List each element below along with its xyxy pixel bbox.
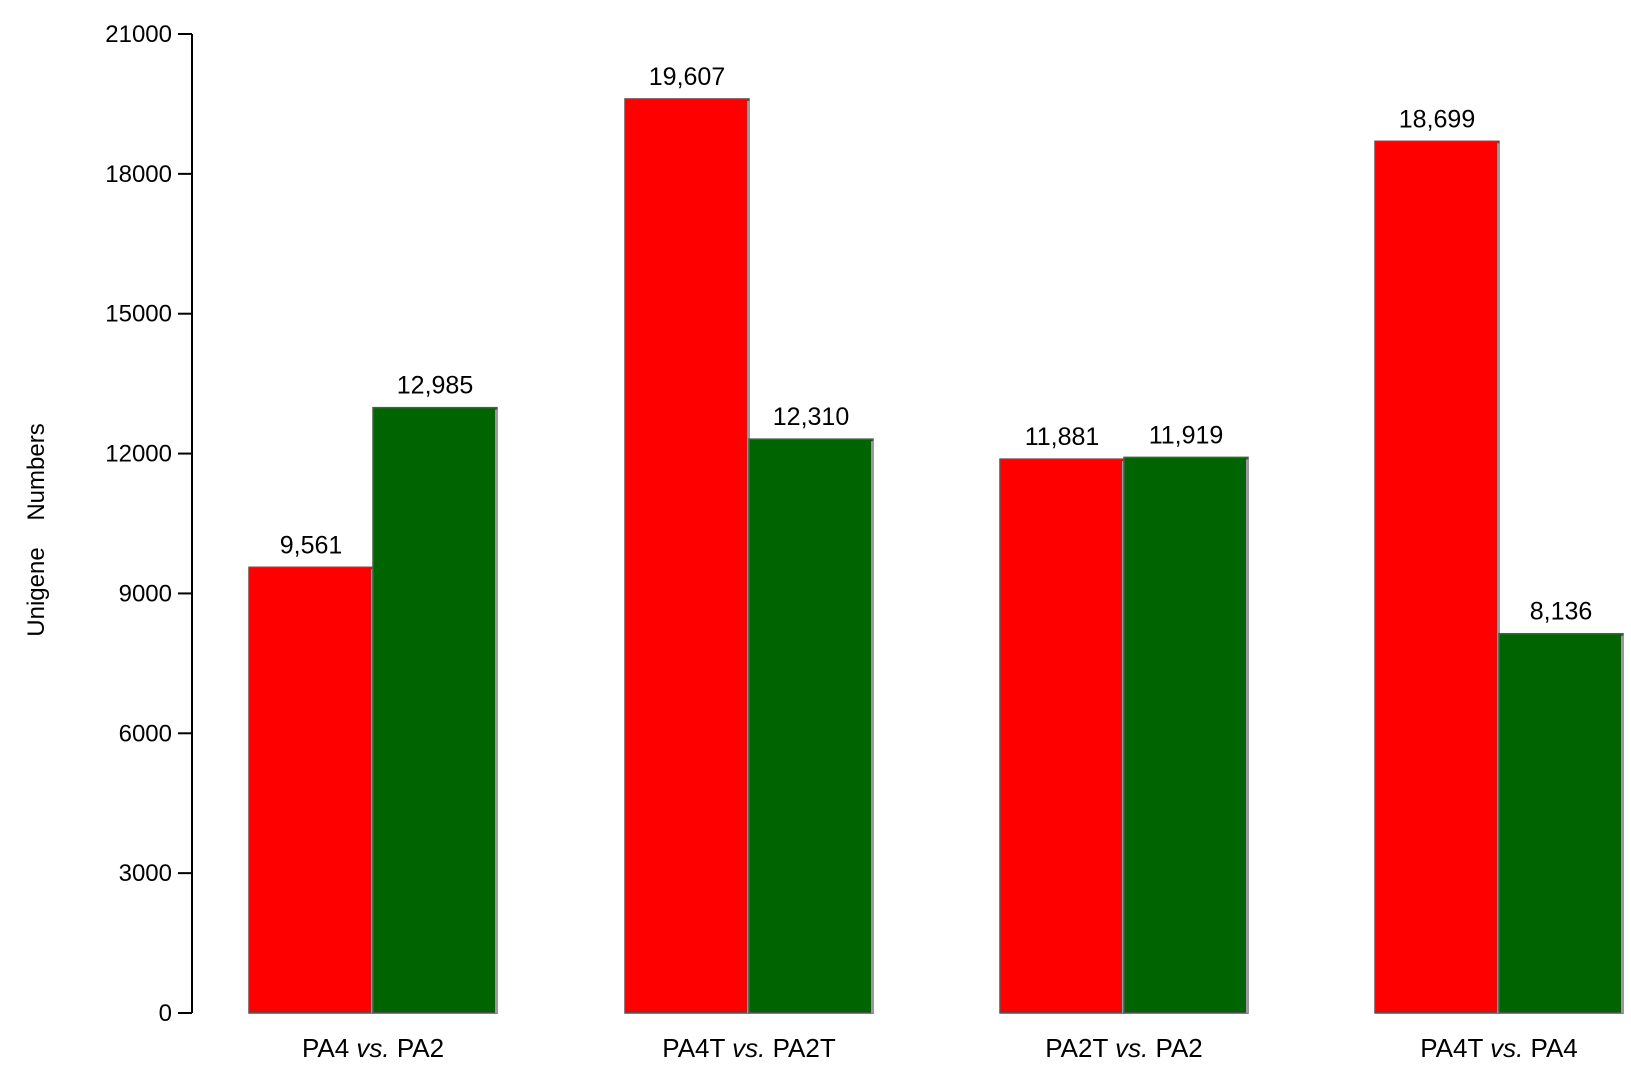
bar-shadow: [495, 409, 498, 1013]
y-axis-title: Unigene Numbers: [23, 423, 50, 636]
data-label: 18,699: [1399, 105, 1475, 133]
y-tick-label: 9000: [119, 580, 172, 607]
bar-shadow: [1621, 635, 1624, 1013]
data-label: 11,881: [1025, 423, 1100, 451]
category-label-part: PA2: [390, 1033, 444, 1063]
y-tick-label: 12000: [105, 441, 172, 468]
data-label: 11,919: [1149, 421, 1224, 449]
y-tick-label: 18000: [105, 161, 172, 188]
y-axis: 0 3000 6000 9000 12000 15000 18000 21000: [105, 21, 193, 1027]
data-label: 12,310: [773, 403, 849, 431]
y-tick-label: 0: [159, 1000, 172, 1027]
category-label-part: PA4: [1523, 1033, 1577, 1063]
bar-shadow: [871, 441, 874, 1014]
category-label-part: PA4: [302, 1033, 356, 1063]
data-label: 8,136: [1530, 598, 1593, 626]
category-label-part: PA2T: [765, 1033, 835, 1063]
category-label-vs: vs.: [1490, 1033, 1523, 1063]
bar: [248, 566, 374, 1014]
bar-shadow: [1497, 143, 1500, 1013]
category-label-part: PA2T: [1045, 1033, 1115, 1063]
category-label: PA4T vs. PA4: [1420, 1033, 1578, 1063]
bar: [1498, 632, 1624, 1014]
y-tick-label: 6000: [119, 720, 172, 747]
bars: [248, 98, 1624, 1014]
category-label-vs: vs.: [356, 1033, 389, 1063]
data-label: 12,985: [397, 372, 473, 400]
bar: [748, 438, 874, 1014]
y-tick-label: 21000: [105, 21, 172, 48]
bar: [1123, 456, 1249, 1014]
bar: [372, 406, 498, 1014]
category-label-vs: vs.: [1115, 1033, 1148, 1063]
category-labels: PA4 vs. PA2 PA4T vs. PA2T PA2T vs. PA2 PA4T…: [302, 1033, 1578, 1063]
bar-shadow: [1246, 459, 1249, 1014]
y-tick-label: 3000: [119, 860, 172, 887]
category-label: PA2T vs. PA2: [1045, 1033, 1203, 1063]
bar: [999, 458, 1125, 1014]
category-label-vs: vs.: [732, 1033, 765, 1063]
bar: [624, 98, 750, 1014]
category-label-part: PA4T: [1420, 1033, 1490, 1063]
category-label: PA4T vs. PA2T: [662, 1033, 836, 1063]
bar: [1374, 140, 1500, 1014]
data-label: 9,561: [280, 531, 343, 559]
y-tick-label: 15000: [105, 301, 172, 328]
category-label-part: PA2: [1148, 1033, 1202, 1063]
data-label: 19,607: [649, 63, 725, 91]
category-label-part: PA4T: [662, 1033, 732, 1063]
data-labels: 9,561 19,607 11,881 18,699 12,985 12,310 11,91…: [280, 63, 1593, 626]
category-label: PA4 vs. PA2: [302, 1033, 444, 1063]
